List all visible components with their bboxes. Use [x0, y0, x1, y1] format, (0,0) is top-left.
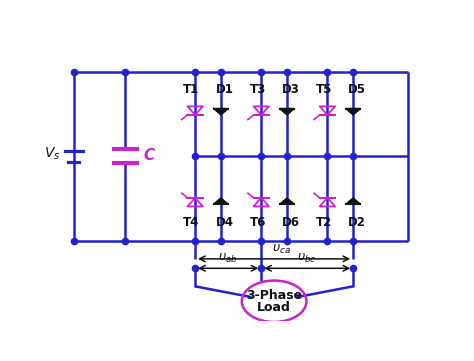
Text: Load: Load: [257, 301, 291, 314]
Polygon shape: [280, 198, 294, 204]
Text: 3-Phase: 3-Phase: [246, 289, 302, 302]
Text: $\upsilon_{bc}$: $\upsilon_{bc}$: [298, 252, 317, 265]
Text: $\upsilon_{ca}$: $\upsilon_{ca}$: [272, 243, 291, 256]
Text: $\upsilon_{ab}$: $\upsilon_{ab}$: [219, 252, 238, 265]
Text: T1: T1: [183, 83, 200, 96]
Polygon shape: [214, 109, 228, 115]
Text: T5: T5: [316, 83, 332, 96]
Text: C: C: [143, 148, 154, 163]
Text: D1: D1: [216, 83, 234, 96]
Text: T6: T6: [249, 217, 266, 230]
Polygon shape: [214, 198, 228, 204]
Polygon shape: [346, 109, 360, 115]
Text: T3: T3: [249, 83, 266, 96]
Text: D2: D2: [348, 217, 366, 230]
Polygon shape: [346, 198, 360, 204]
Text: T4: T4: [183, 217, 200, 230]
Text: D5: D5: [348, 83, 366, 96]
Text: $V_s$: $V_s$: [44, 146, 60, 162]
Text: D4: D4: [216, 217, 234, 230]
Polygon shape: [280, 109, 294, 115]
Text: D3: D3: [282, 83, 300, 96]
Text: D6: D6: [282, 217, 300, 230]
Text: T2: T2: [316, 217, 332, 230]
